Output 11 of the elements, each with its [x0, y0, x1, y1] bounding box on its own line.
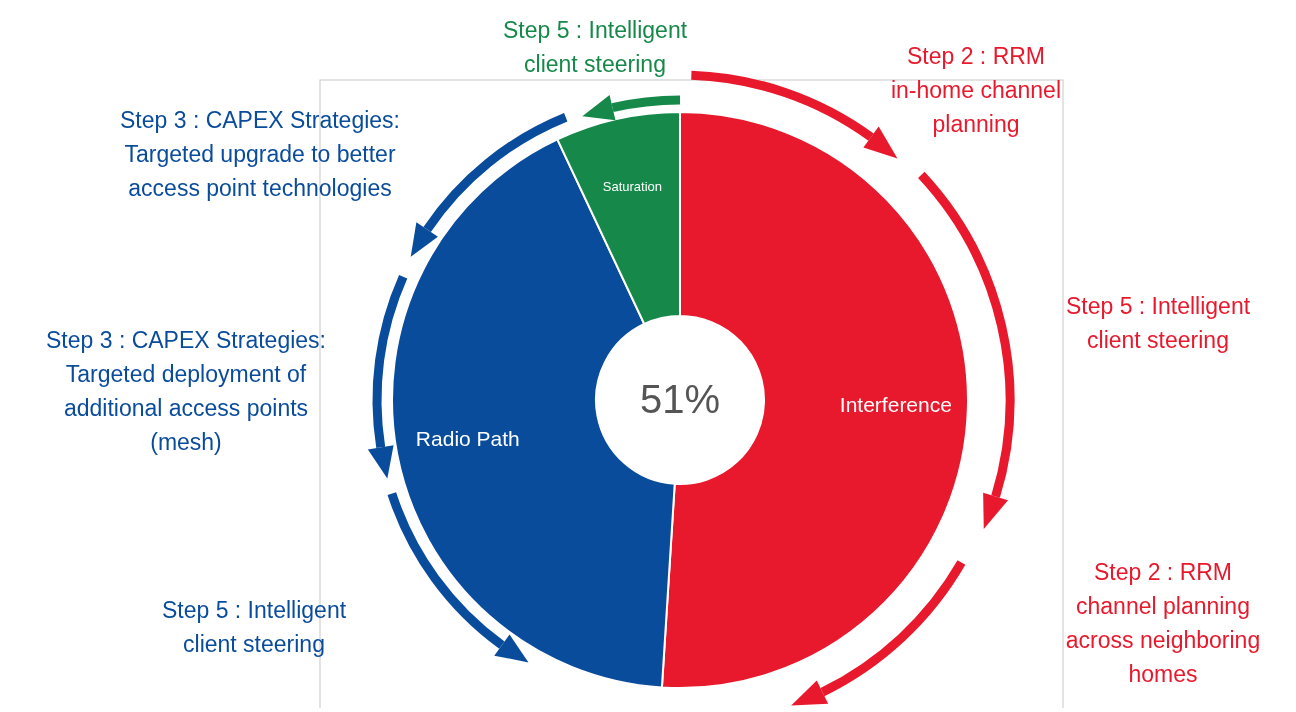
text: Step 5 : Intelligent client steering [1065, 293, 1251, 353]
text: Step 5 : Intelligent client steering [502, 17, 688, 77]
text: Step 2 : RRM in-home channel planning [890, 43, 1062, 137]
slice-label: Interference [839, 393, 952, 417]
text: Step 2 : RRM channel planning across neighboring homes [1065, 559, 1261, 687]
text: Step 3 : CAPEX Strategies: Targeted upgrade to better access point technologies [120, 107, 400, 201]
slice-label: Saturation [602, 178, 663, 194]
text: Step 3 : CAPEX Strategies: Targeted deployment of additional access points (mesh) [46, 327, 326, 455]
slice-label: Radio Path [415, 427, 520, 451]
text: 51% [639, 376, 721, 421]
text: Step 5 : Intelligent client steering [161, 597, 347, 657]
